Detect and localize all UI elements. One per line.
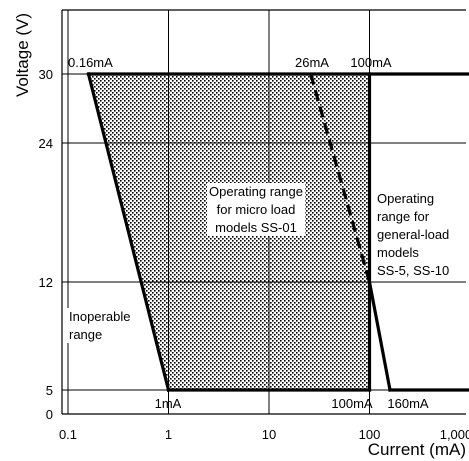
point-label: 160mA	[387, 396, 429, 411]
annotation-line: Inoperable	[69, 309, 130, 324]
y-tick-label: 0	[46, 407, 53, 422]
y-tick-label: 24	[39, 136, 53, 151]
region-annotation: Operating range for general-load models SS-5…	[377, 191, 449, 278]
series-line-3	[367, 280, 392, 392]
annotation-backing	[67, 308, 133, 343]
x-tick-label: 1	[165, 427, 172, 442]
point-label: 0.16mA	[68, 55, 113, 70]
x-tick-label: 100	[359, 427, 381, 442]
x-tick-label: 10	[262, 427, 276, 442]
annotation-line: range for	[377, 209, 430, 224]
region-annotation: Operating range for micro load models SS-0…	[207, 183, 305, 236]
annotation-line: Operating range	[209, 184, 303, 199]
annotation-line: models	[377, 245, 419, 260]
annotation-text: Operating range for micro load models SS-0…	[209, 184, 303, 235]
point-label: 26mA	[295, 55, 329, 70]
annotation-line: range	[69, 327, 102, 342]
label-layer: Current (mA) Voltage (V) 0.1 1 10 100 1,000 0…	[13, 13, 469, 459]
y-axis-title: Voltage (V)	[13, 13, 32, 97]
series-line-1	[309, 73, 372, 283]
x-axis-title: Current (mA)	[368, 440, 466, 459]
series-line-0	[86, 72, 171, 392]
annotation-line: Operating	[377, 191, 434, 206]
characteristic-lines	[86, 72, 469, 392]
y-tick-label: 12	[39, 275, 53, 290]
y-tick-label: 30	[39, 67, 53, 82]
point-label: 100mA	[331, 396, 373, 411]
point-label: 1mA	[155, 396, 182, 411]
plot-frame	[61, 9, 466, 415]
y-tick-label: 5	[46, 383, 53, 398]
annotation-line: general-load	[377, 227, 449, 242]
x-tick-label: 1,000	[440, 427, 469, 442]
region-annotation: Inoperable range	[67, 308, 133, 343]
annotation-text: Inoperable range	[69, 309, 130, 342]
annotation-line: SS-5, SS-10	[377, 263, 449, 278]
annotation-line: models SS-01	[215, 220, 297, 235]
x-tick-label: 0.1	[59, 427, 77, 442]
annotation-text: Operating range for general-load models SS-5…	[377, 191, 449, 278]
annotation-line: for micro load	[217, 202, 296, 217]
point-label: 100mA	[350, 55, 392, 70]
annotation-backing	[207, 183, 305, 236]
